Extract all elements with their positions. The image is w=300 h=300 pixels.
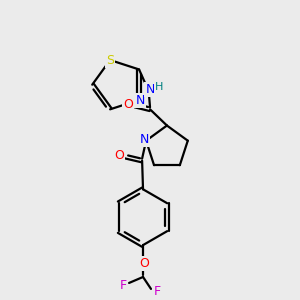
Text: F: F (119, 279, 127, 292)
Text: O: O (123, 98, 133, 111)
Text: O: O (139, 256, 149, 269)
Text: F: F (153, 285, 161, 298)
Text: S: S (106, 53, 114, 67)
Text: N: N (145, 83, 155, 96)
Text: H: H (155, 82, 163, 92)
Text: N: N (135, 94, 145, 107)
Text: N: N (140, 133, 149, 146)
Text: O: O (114, 149, 124, 162)
